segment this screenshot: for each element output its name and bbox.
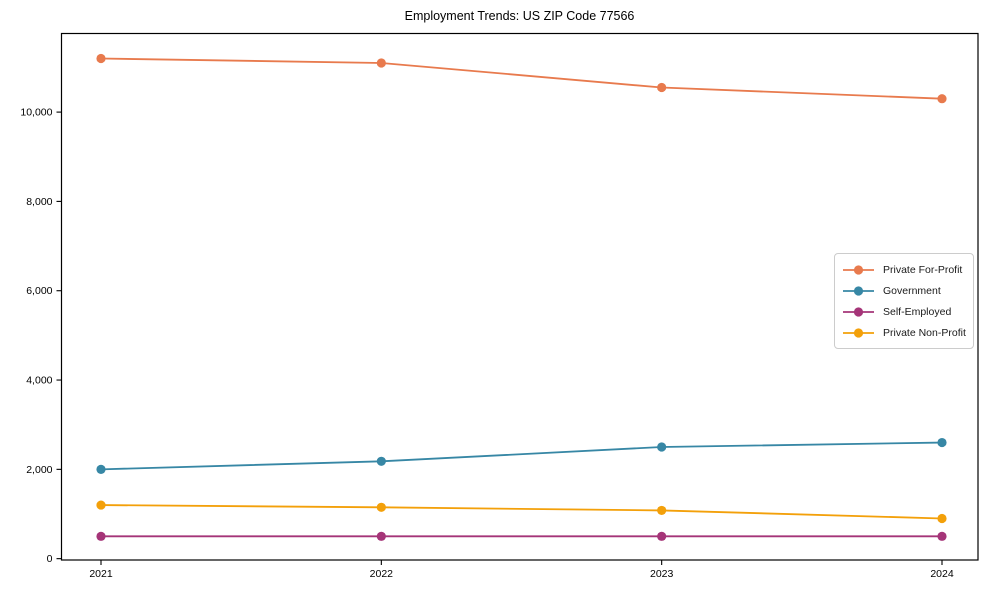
plot-border [60,32,979,561]
x-tick-label: 2022 [370,568,394,580]
legend-line-marker-icon [843,285,874,296]
series-marker-private-non-profit-2022 [376,502,386,512]
series-marker-government-2023 [657,442,667,452]
series-marker-private-non-profit-2024 [937,513,947,524]
legend-item-self-employed: Self-Employed [842,301,966,322]
series-marker-government-2024 [937,437,947,448]
legend-line-marker-icon [843,327,874,338]
y-tick-label: 2,000 [26,464,52,476]
legend-item-government: Government [842,280,966,301]
series-line-government [100,441,943,471]
series-line-private-non-profit [100,504,943,520]
series-marker-self-employed-2022 [376,531,386,541]
x-tick-label: 2023 [650,568,674,580]
x-tick-label: 2021 [89,568,113,580]
legend-line-marker-icon [843,306,874,317]
legend-item-private-non-profit: Private Non-Profit [842,322,966,343]
y-tick-label: 0 [47,553,53,565]
series-line-private-for-profit [100,57,943,100]
series-marker-self-employed-2021 [96,531,106,541]
legend-item-private-for-profit: Private For-Profit [842,259,966,280]
series-marker-private-for-profit-2022 [376,58,386,68]
series-marker-government-2021 [96,464,106,474]
series-marker-private-non-profit-2021 [96,500,106,510]
y-tick-label: 8,000 [26,196,52,208]
series-marker-government-2022 [376,456,386,466]
legend: Private For-Profit Government Self-Employe… [834,253,974,349]
series-marker-private-for-profit-2021 [96,53,106,64]
legend-line-marker-icon [843,264,874,275]
legend-label-private-for-profit: Private For-Profit [883,263,963,276]
legend-label-government: Government [883,284,941,297]
series-marker-self-employed-2024 [937,531,947,541]
chart-title: Employment Trends: US ZIP Code 77566 [404,9,635,23]
series-marker-self-employed-2023 [657,531,667,541]
legend-label-self-employed: Self-Employed [883,305,952,318]
y-tick-label: 10,000 [20,107,52,119]
y-tick-label: 6,000 [26,285,52,297]
y-tick-label: 4,000 [26,375,52,387]
series-marker-private-non-profit-2023 [657,505,667,516]
legend-label-private-non-profit: Private Non-Profit [883,326,966,339]
series-marker-private-for-profit-2023 [657,82,667,93]
x-tick-label: 2024 [930,568,954,580]
series-marker-private-for-profit-2024 [937,94,947,104]
